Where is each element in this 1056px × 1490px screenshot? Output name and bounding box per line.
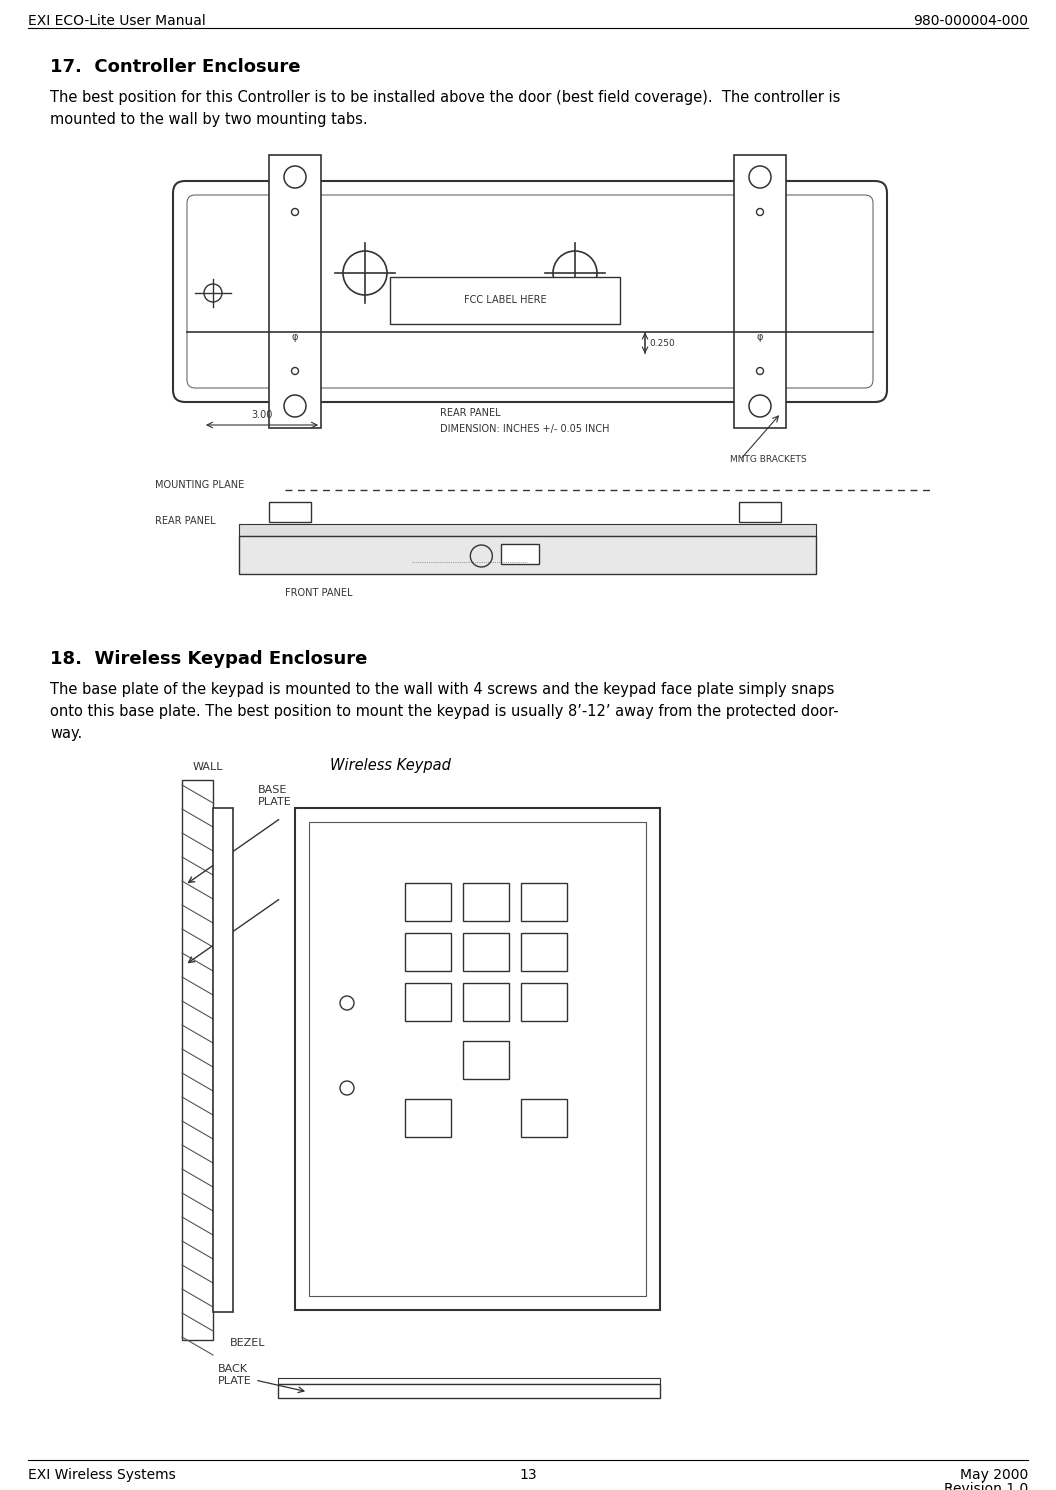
Text: BASE
PLATE: BASE PLATE [258,785,291,806]
Bar [406,983,451,1021]
Bar [278,1378,660,1384]
Text: BEZEL: BEZEL [230,1338,265,1348]
Bar [213,808,233,1313]
Text: BACK
PLATE: BACK PLATE [218,1363,251,1386]
Bar [521,884,567,921]
Text: EXI ECO-Lite User Manual: EXI ECO-Lite User Manual [29,13,206,28]
Text: The best position for this Controller is to be installed above the door (best fi: The best position for this Controller is… [50,89,841,104]
Text: MOUNTING PLANE: MOUNTING PLANE [155,480,244,490]
Text: 3.00: 3.00 [251,410,272,420]
Bar [463,1042,509,1079]
Text: MNTG BRACKETS: MNTG BRACKETS [730,454,807,463]
FancyBboxPatch shape [173,180,887,402]
Bar [182,779,213,1340]
Bar [390,277,620,323]
Text: EXI Wireless Systems: EXI Wireless Systems [29,1468,175,1483]
Bar [406,933,451,971]
Bar [309,822,646,1296]
Bar [406,1100,451,1137]
Text: mounted to the wall by two mounting tabs.: mounted to the wall by two mounting tabs… [50,112,367,127]
Text: 13: 13 [520,1468,536,1483]
Text: REAR PANEL: REAR PANEL [440,408,501,419]
Text: 17.  Controller Enclosure: 17. Controller Enclosure [50,58,301,76]
FancyBboxPatch shape [187,195,873,387]
Text: 0.250: 0.250 [649,338,675,347]
Text: φ: φ [291,331,298,341]
Bar [521,933,567,971]
Bar [295,808,660,1310]
Bar [239,524,816,536]
Text: FCC LABEL HERE: FCC LABEL HERE [464,295,546,305]
Text: DIMENSION: INCHES +/- 0.05 INCH: DIMENSION: INCHES +/- 0.05 INCH [440,425,609,434]
Bar [502,544,540,565]
Bar [739,502,781,522]
Bar [734,155,786,428]
Bar [269,155,321,428]
Bar [278,1384,660,1398]
Text: May 2000: May 2000 [960,1468,1027,1483]
Text: The base plate of the keypad is mounted to the wall with 4 screws and the keypad: The base plate of the keypad is mounted … [50,682,834,697]
Bar [269,502,312,522]
Text: φ: φ [757,331,763,341]
Text: FRONT PANEL: FRONT PANEL [285,589,353,597]
Text: onto this base plate. The best position to mount the keypad is usually 8’-12’ aw: onto this base plate. The best position … [50,703,838,720]
Text: Revision 1.0: Revision 1.0 [944,1483,1027,1490]
Text: way.: way. [50,726,82,741]
Text: Wireless Keypad: Wireless Keypad [329,758,451,773]
Text: WALL: WALL [192,761,223,772]
Bar [521,983,567,1021]
Bar [463,884,509,921]
Text: REAR PANEL: REAR PANEL [155,516,215,526]
Bar [239,536,816,574]
Text: 18.  Wireless Keypad Enclosure: 18. Wireless Keypad Enclosure [50,650,367,668]
Bar [406,884,451,921]
Bar [463,933,509,971]
Text: 980-000004-000: 980-000004-000 [913,13,1027,28]
Bar [521,1100,567,1137]
Bar [463,983,509,1021]
